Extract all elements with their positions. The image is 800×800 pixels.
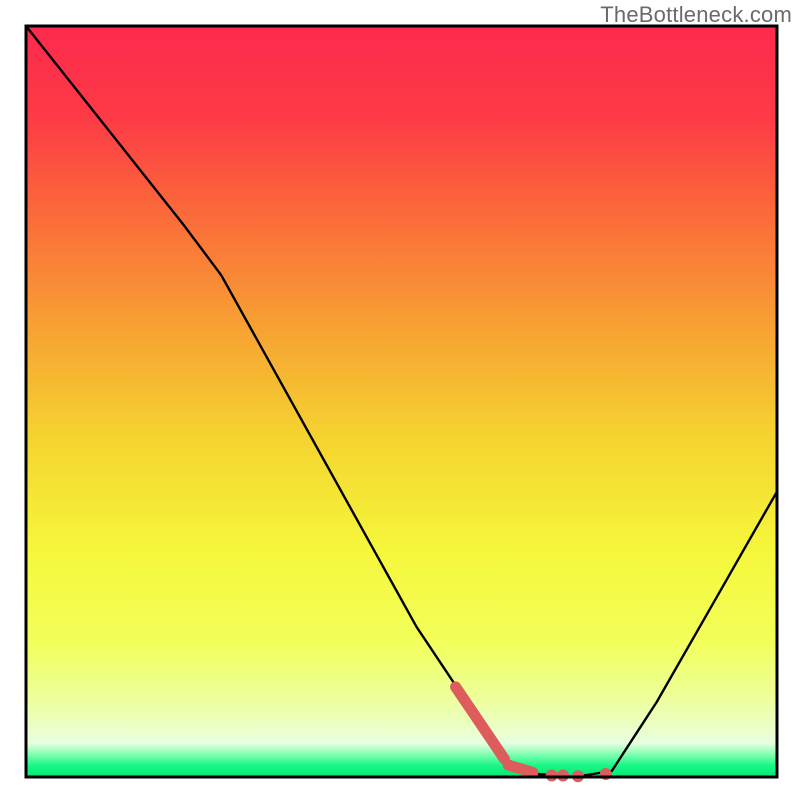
plot-background	[26, 26, 777, 777]
highlight-dot	[557, 769, 569, 781]
bottleneck-curve-chart	[0, 0, 800, 800]
highlight-segment	[508, 765, 533, 773]
watermark-label: TheBottleneck.com	[600, 2, 792, 28]
chart-container: TheBottleneck.com	[0, 0, 800, 800]
highlight-dot	[546, 769, 558, 781]
